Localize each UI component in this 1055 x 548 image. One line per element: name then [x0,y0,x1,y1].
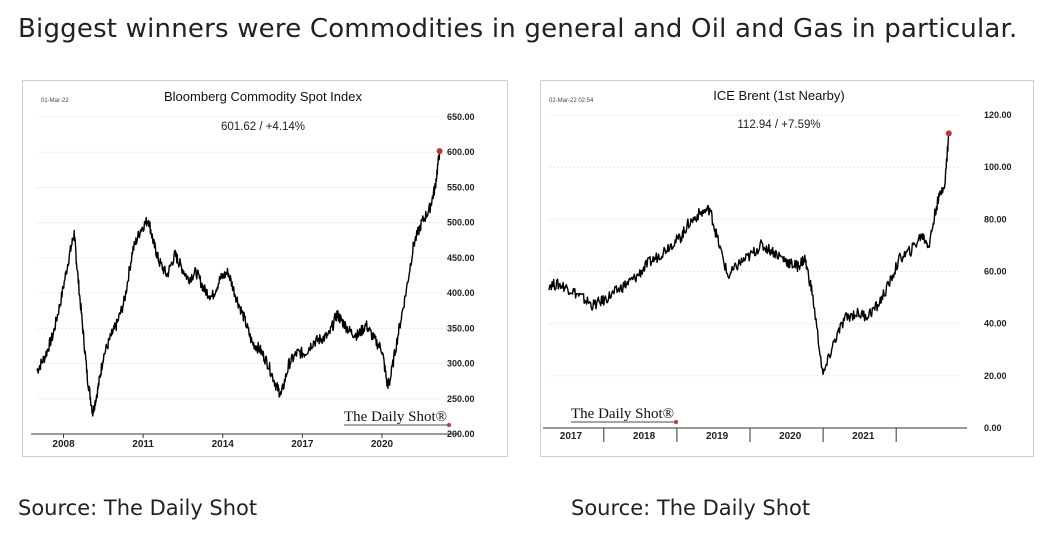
y-tick-label: 550.00 [447,182,475,192]
source-note-left: Source: The Daily Shot [18,496,258,520]
date-stamp: 01-Mar-22 [41,98,69,104]
x-tick-label: 2017 [560,431,583,442]
x-tick-label: 2020 [779,431,802,442]
headline: Biggest winners were Commodities in gene… [18,14,1018,44]
y-tick-label: 600.00 [447,147,475,157]
x-tick-label: 2021 [852,431,875,442]
x-tick-label: 2011 [132,439,154,450]
brent-oil-chart: 02-Mar-22 02:54 ICE Brent (1st Nearby) 1… [543,88,1012,442]
commodity-index-chart: 01-Mar-22 Bloomberg Commodity Spot Index… [31,89,475,450]
daily-shot-logo: The Daily Shot® [344,409,447,425]
y-tick-label: 100.00 [984,162,1012,172]
y-tick-label: 400.00 [447,288,475,298]
x-tick-label: 2018 [633,431,656,442]
y-tick-label: 250.00 [447,394,475,404]
daily-shot-logo: The Daily Shot® [571,406,674,422]
x-tick-label: 2017 [291,439,314,450]
y-tick-label: 200.00 [447,429,475,439]
x-tick-label: 2020 [371,439,394,450]
y-tick-label: 450.00 [447,253,475,263]
y-tick-label: 40.00 [984,319,1007,329]
series-line [548,132,950,376]
chart-panel-commodity: 01-Mar-22 Bloomberg Commodity Spot Index… [22,80,508,457]
y-tick-label: 80.00 [984,214,1007,224]
chart-panel-brent: 02-Mar-22 02:54 ICE Brent (1st Nearby) 1… [540,80,1034,457]
latest-point-marker [436,148,443,155]
y-tick-label: 20.00 [984,371,1007,381]
y-tick-label: 500.00 [447,218,475,228]
chart-title: Bloomberg Commodity Spot Index [164,89,362,104]
y-tick-label: 300.00 [447,359,475,369]
source-note-right: Source: The Daily Shot [571,496,811,520]
x-tick-label: 2019 [706,431,729,442]
y-tick-label: 650.00 [447,112,475,122]
latest-value-stat: 601.62 / +4.14% [221,121,305,133]
latest-point-marker [945,130,952,137]
x-tick-label: 2008 [52,439,75,450]
y-tick-label: 120.00 [984,110,1012,120]
series-line [36,152,441,417]
y-tick-label: 0.00 [984,423,1002,433]
y-tick-label: 350.00 [447,323,475,333]
latest-value-stat: 112.94 / +7.59% [737,119,820,131]
x-tick-label: 2014 [212,439,235,450]
y-tick-label: 60.00 [984,267,1007,277]
chart-title: ICE Brent (1st Nearby) [713,88,845,103]
logo-dot [447,423,451,427]
logo-dot [674,420,678,424]
date-stamp: 02-Mar-22 02:54 [549,98,594,104]
